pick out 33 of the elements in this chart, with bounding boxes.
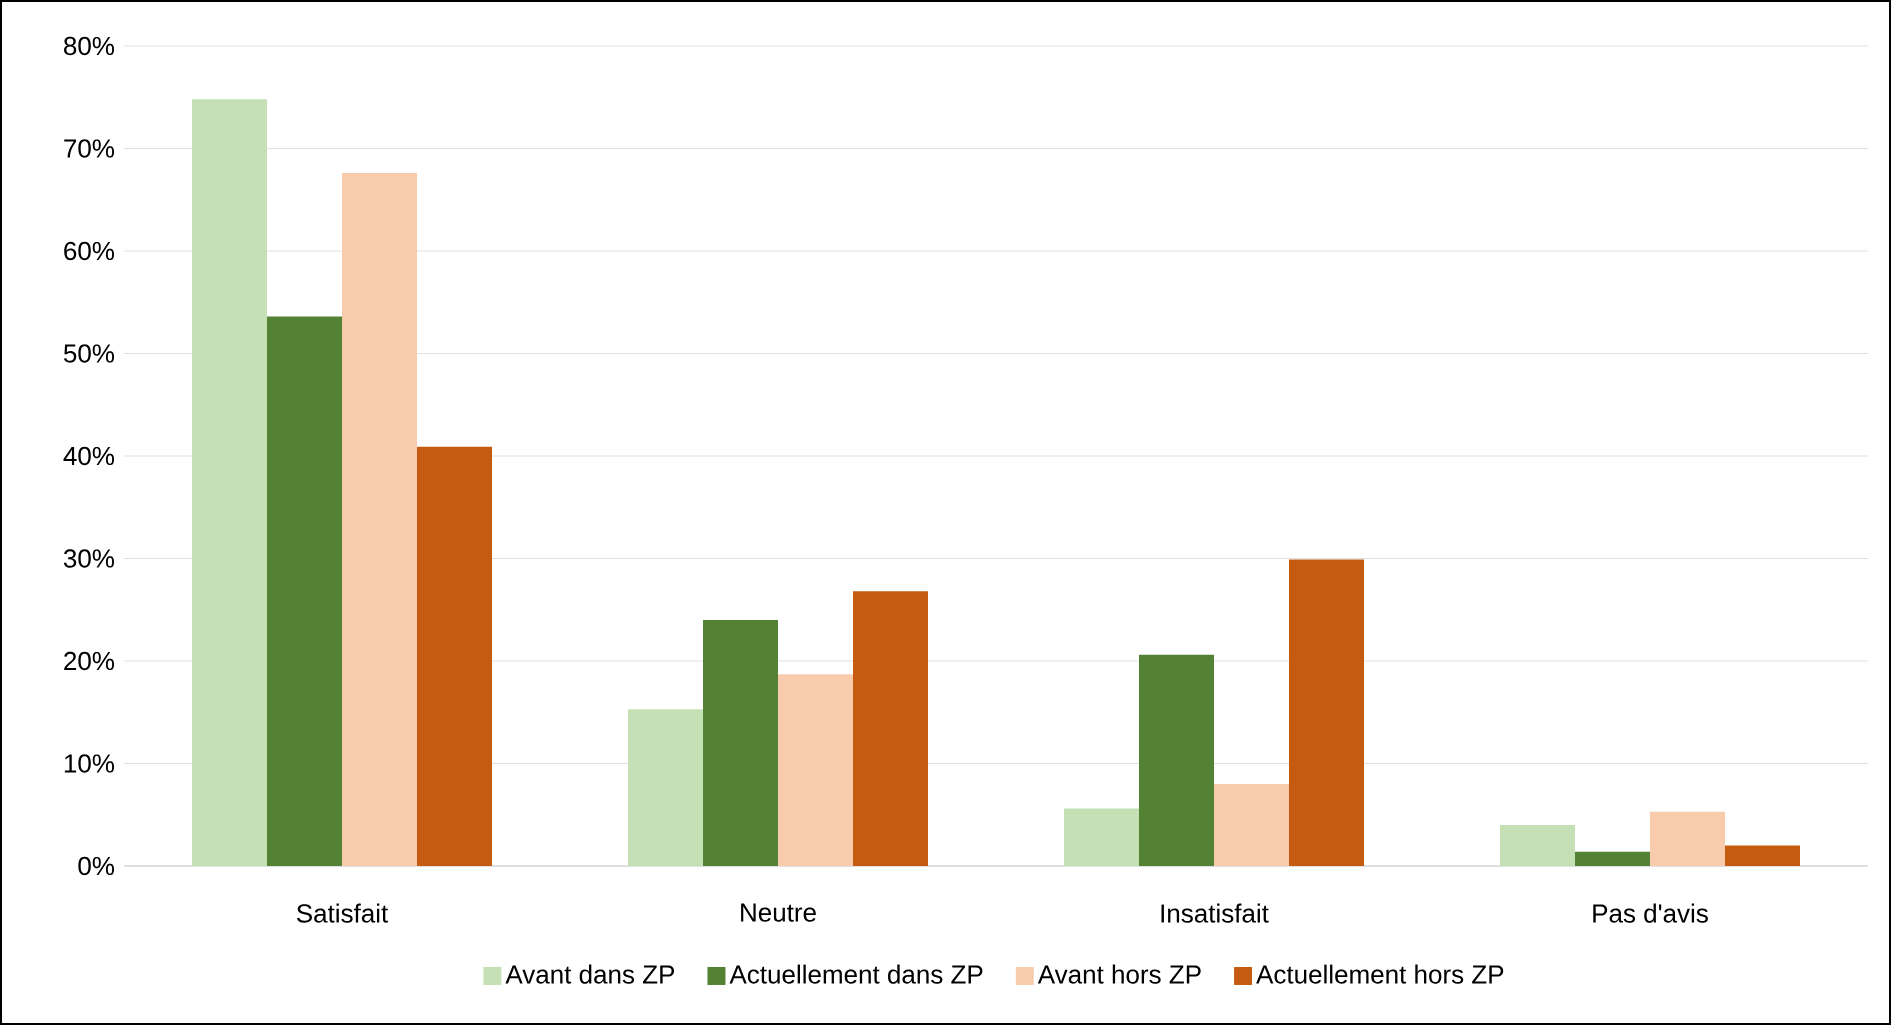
legend-label: Actuellement hors ZP: [1256, 964, 1504, 984]
y-tick-label: 80%: [64, 36, 115, 56]
y-tick-label: 20%: [64, 651, 115, 671]
y-tick-label: 60%: [64, 241, 115, 261]
bar: [703, 620, 779, 866]
y-tick-label: 70%: [64, 139, 115, 158]
legend-label: Avant hors ZP: [1037, 964, 1201, 984]
y-tick-label: 10%: [64, 754, 115, 773]
bar: [1575, 851, 1651, 866]
bar: [192, 99, 267, 866]
legend-label: Avant dans ZP: [505, 964, 675, 984]
bar: [853, 591, 928, 866]
bar: [1650, 811, 1726, 866]
bar: [778, 674, 854, 866]
bar: [1289, 559, 1364, 866]
y-tick-label: 0%: [78, 856, 115, 876]
bar: [1139, 654, 1215, 866]
bar: [1725, 845, 1800, 866]
bar: [628, 709, 703, 866]
y-tick-label: 40%: [63, 446, 115, 466]
x-tick-label: Pas d'avis: [1593, 903, 1708, 923]
x-tick-label: Satisfait: [296, 903, 389, 923]
bar: [342, 173, 418, 866]
y-tick-label: 30%: [63, 549, 115, 568]
bar: [1500, 825, 1575, 866]
bar: [1214, 784, 1290, 866]
bar: [417, 446, 492, 866]
legend-label: Actuellement dans ZP: [729, 964, 983, 984]
x-tick-label: Neutre: [741, 903, 816, 922]
bar: [267, 316, 343, 866]
y-tick-label: 50%: [63, 344, 115, 363]
x-tick-label: Insatisfait: [1161, 903, 1269, 923]
bar: [1064, 808, 1139, 866]
